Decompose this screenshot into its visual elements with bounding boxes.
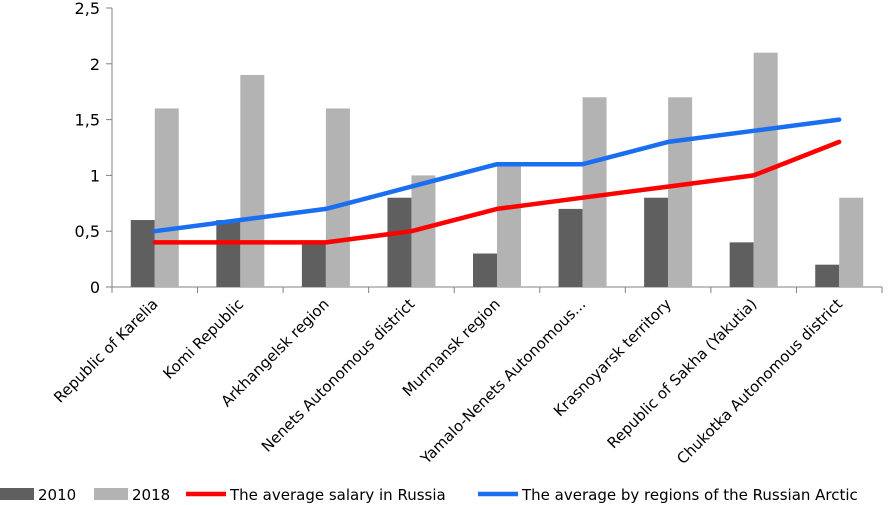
legend-label: The average salary in Russia: [229, 486, 446, 504]
legend-item: 2018: [94, 486, 170, 504]
bar-2018-5: [497, 164, 521, 287]
line-average-salary-russia: [152, 139, 842, 245]
legend: 2010 2018 The average salary in Russia The …: [0, 486, 858, 504]
bar-2018-9: [839, 197, 864, 287]
bar-2018-3: [325, 108, 350, 287]
legend-label: 2010: [38, 486, 76, 504]
bar-2018-1: [154, 108, 179, 287]
bar-2010-7: [644, 197, 669, 287]
category-label: Yamalo-Nenets Autonomous...: [416, 295, 589, 468]
x-axis: [111, 286, 883, 293]
bar-2018-7: [668, 97, 693, 287]
bar-2010-4: [387, 197, 412, 287]
category-label: Nenets Autonomous district: [258, 295, 419, 456]
bar-2010-8: [729, 242, 754, 287]
y-tick-label: 1: [90, 166, 100, 185]
y-tick-label: 0: [90, 278, 100, 297]
bar-2010-3: [301, 242, 326, 287]
bar-2010-1: [130, 220, 155, 287]
legend-item: The average salary in Russia: [186, 486, 446, 504]
y-tick-label: 1,5: [75, 111, 100, 130]
legend-item: 2010: [0, 486, 76, 504]
bar-2018-6: [582, 97, 607, 287]
legend-swatch: [94, 488, 128, 500]
lines: [152, 117, 842, 245]
bars: [130, 52, 864, 288]
bar-2010-9: [815, 264, 840, 287]
category-label: Komi Republic: [160, 295, 248, 383]
legend-swatch: [0, 488, 34, 500]
category-label: Republic of Sakha (Yakutia): [604, 295, 761, 452]
legend-item: The average by regions of the Russian Ar…: [478, 486, 858, 504]
category-label: Republic of Karelia: [50, 295, 161, 406]
legend-label: 2018: [132, 486, 170, 504]
bar-2010-6: [558, 208, 583, 287]
y-tick-label: 2,5: [75, 0, 100, 18]
bar-2010-5: [473, 253, 497, 287]
legend-label: The average by regions of the Russian Ar…: [521, 486, 858, 504]
line-average-russian-arctic: [152, 117, 842, 234]
category-label: Chukotka Autonomous district: [673, 295, 846, 468]
y-tick-label: 2: [90, 55, 100, 74]
y-tick-label: 0,5: [75, 222, 100, 241]
bar-2018-2: [240, 74, 265, 288]
y-axis: 0 0,5 1 1,5 2 2,5: [75, 0, 113, 297]
bar-2010-2: [216, 220, 241, 287]
